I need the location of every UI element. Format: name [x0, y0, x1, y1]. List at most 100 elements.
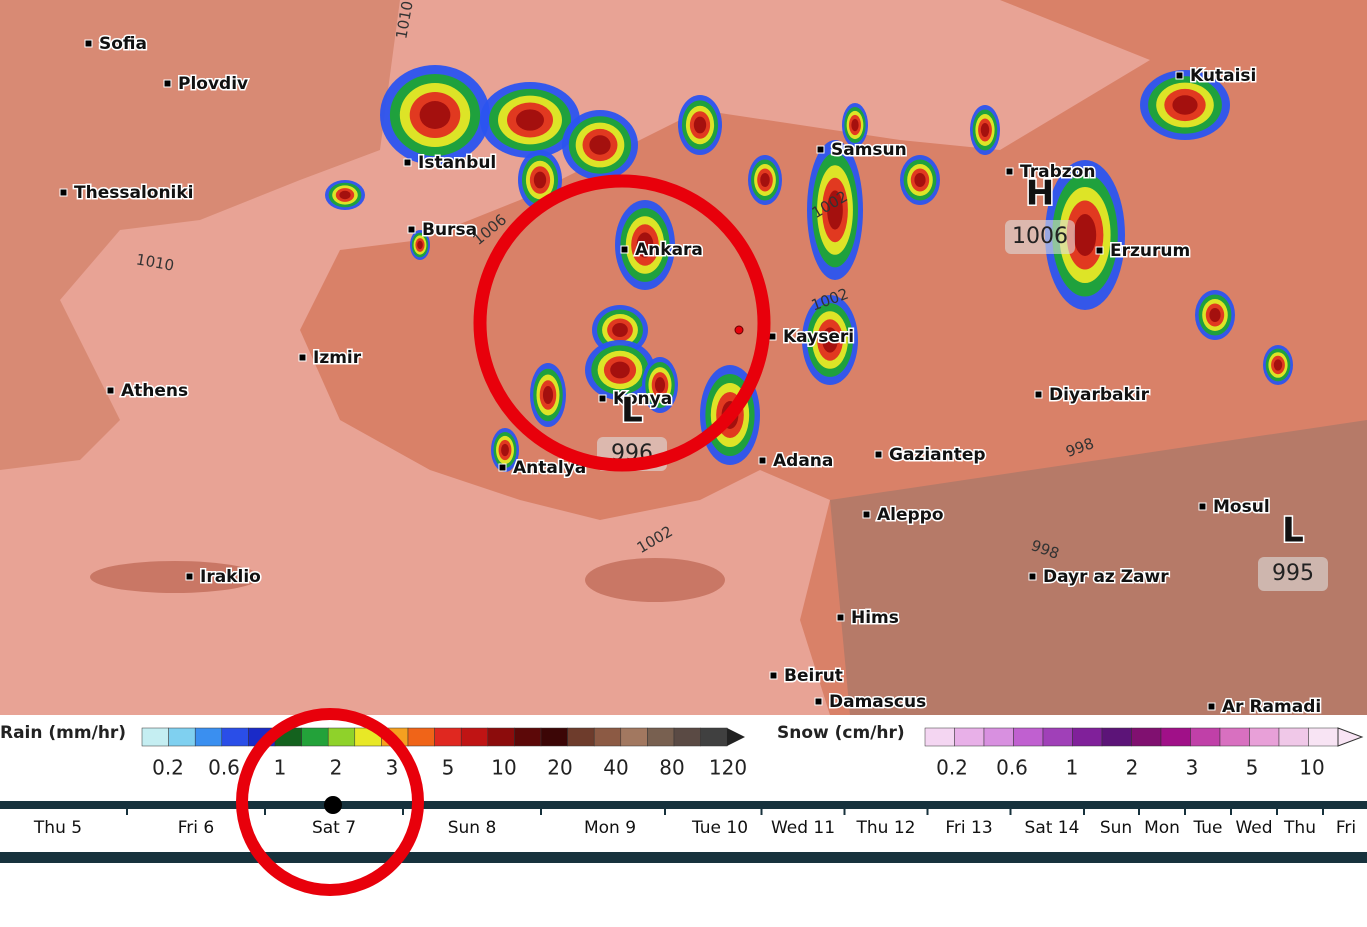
rain-swatch — [700, 727, 728, 747]
snow-legend-title: Snow (cm/hr) — [777, 723, 905, 743]
city-marker — [758, 456, 767, 465]
city-label: Erzurum — [1110, 241, 1190, 261]
snow-swatch — [1013, 727, 1044, 747]
rain-swatch — [194, 727, 223, 747]
city-label: Istanbul — [418, 153, 496, 173]
rain-swatch — [168, 727, 196, 747]
pressure-symbol: L — [621, 391, 643, 431]
city-marker — [814, 697, 823, 706]
rain-cell — [760, 173, 770, 187]
rain-tick-label: 20 — [547, 756, 572, 780]
city-marker — [106, 386, 115, 395]
rain-cell — [610, 361, 630, 379]
rain-cell — [533, 171, 547, 189]
snow-swatch — [1190, 727, 1221, 747]
rain-tick-label: 80 — [659, 756, 684, 780]
city-marker — [620, 245, 629, 254]
crete — [90, 561, 260, 593]
day-label: Sat 7 — [312, 818, 356, 838]
city-label: Thessaloniki — [74, 183, 194, 203]
timeline-handle[interactable] — [324, 796, 342, 814]
pressure-symbol: L — [1282, 511, 1304, 551]
city-label: Damascus — [829, 692, 926, 712]
city-label: Gaziantep — [889, 445, 986, 465]
rain-tick-label: 10 — [491, 756, 516, 780]
city-marker — [163, 79, 172, 88]
city-marker — [874, 450, 883, 459]
pressure-value: 1006 — [1012, 224, 1068, 249]
pressure-box — [1258, 557, 1328, 591]
location-dot — [734, 325, 744, 335]
snow-tick-label: 0.6 — [996, 756, 1028, 780]
city-label: Izmir — [313, 348, 362, 368]
day-label: Fri 13 — [945, 818, 992, 838]
city-marker — [1028, 572, 1037, 581]
snow-swatch — [924, 727, 955, 747]
rain-swatch — [327, 727, 356, 747]
snow-arrow — [1337, 727, 1364, 747]
rain-swatch — [673, 727, 701, 747]
rain-swatch — [647, 727, 675, 747]
rain-arrow — [727, 728, 745, 746]
rain-cell — [419, 101, 451, 129]
day-label: Wed 11 — [771, 818, 835, 838]
rain-cells — [325, 65, 1293, 472]
city-marker — [836, 613, 845, 622]
city-label: Samsun — [831, 140, 907, 160]
city-label: Bursa — [422, 220, 477, 240]
city-marker — [1005, 167, 1014, 176]
city-marker — [862, 510, 871, 519]
city-label: Ar Ramadi — [1222, 697, 1321, 717]
day-label: Sun 8 — [448, 818, 497, 838]
snow-swatch — [1101, 727, 1132, 747]
rain-cell — [339, 190, 351, 200]
city-marker — [407, 225, 416, 234]
rain-tick-label: 5 — [442, 756, 455, 780]
rain-cell — [636, 232, 654, 258]
rain-tick-label: 3 — [386, 756, 399, 780]
rain-cell — [1172, 95, 1198, 115]
rain-swatch — [514, 727, 542, 747]
snow-swatch — [1308, 727, 1339, 747]
timeline-bottom-bar — [0, 852, 1367, 863]
rain-swatch — [593, 727, 622, 747]
snow-tick-label: 3 — [1186, 756, 1199, 780]
land-south — [830, 420, 1367, 715]
snow-tick-label: 5 — [1246, 756, 1259, 780]
city-marker — [185, 572, 194, 581]
snow-swatch — [1278, 727, 1309, 747]
snow-tick-label: 0.2 — [936, 756, 968, 780]
rain-cell — [980, 123, 990, 137]
city-label: Konya — [613, 389, 672, 409]
city-marker — [769, 671, 778, 680]
city-label: Kayseri — [783, 327, 854, 347]
rain-tick-label: 0.2 — [152, 756, 184, 780]
snow-swatch — [983, 727, 1014, 747]
city-marker — [59, 188, 68, 197]
rain-cell — [542, 386, 554, 404]
city-label: Aleppo — [877, 505, 944, 525]
rain-cell — [516, 109, 544, 131]
city-label: Dayr az Zawr — [1043, 567, 1169, 587]
day-label: Sun — [1100, 818, 1132, 838]
pressure-value: 995 — [1272, 561, 1314, 586]
rain-tick-label: 0.6 — [208, 756, 240, 780]
map: Sofia Plovdiv Istanbul Thessaloniki Bursa Ank… — [0, 0, 1367, 719]
land-west — [0, 0, 400, 470]
city-marker — [1207, 702, 1216, 711]
rain-cell — [693, 116, 707, 134]
rain-swatch — [620, 727, 648, 747]
rain-cell — [827, 190, 843, 230]
city-marker — [1175, 71, 1184, 80]
rain-cell — [417, 240, 423, 250]
rain-swatch — [567, 727, 595, 747]
rain-swatch — [407, 727, 435, 747]
snow-swatch — [1072, 727, 1103, 747]
city-marker — [598, 394, 607, 403]
rain-swatch — [434, 727, 462, 747]
city-label: Trabzon — [1020, 162, 1095, 182]
snow-swatch — [1131, 727, 1162, 747]
rain-swatch — [460, 727, 489, 747]
rain-cell — [914, 173, 926, 187]
